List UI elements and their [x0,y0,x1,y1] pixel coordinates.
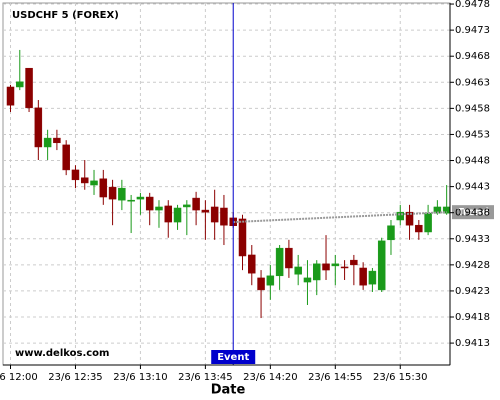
candle-body [275,247,284,277]
candles [6,49,451,319]
y-tick-label: 0.9428 [455,260,490,271]
y-tick-label: 0.9458 [455,103,490,114]
candle-body [285,247,293,269]
candle-body [16,81,24,88]
candle-body [34,107,43,148]
candle-body [90,180,98,186]
watermark: www.delkos.com [15,348,109,359]
trend-label-box [452,205,494,220]
candle-body [368,270,377,285]
candle-body [192,197,200,211]
candle-body [266,275,275,286]
candle-body [62,144,70,171]
y-tick-label: 0.9438 [455,208,490,219]
candle-body [220,207,228,226]
candle-body [322,263,330,271]
candle-body [238,218,247,257]
candle-body [108,186,117,200]
candle-body [43,137,52,148]
candle-body [80,177,89,184]
y-tick-label: 0.9463 [455,77,490,88]
candle-body [377,240,386,291]
candle-body [294,266,302,275]
y-tick-label: 0.9448 [455,156,490,167]
candle-body [257,277,265,291]
candle-body [359,267,367,286]
y-tick-label: 0.9423 [455,286,490,297]
candle-body [340,266,349,269]
candle-body [136,196,145,200]
x-tick-label: 23/6 12:35 [48,372,102,383]
candle-body [173,207,182,223]
candle-body [248,254,256,274]
plot-area [2,2,451,366]
y-tick-label: 0.9473 [455,25,490,36]
event-label: Event [217,352,249,363]
overlays: Trend Event [211,3,494,365]
candle-body [201,209,210,213]
candle-body [405,211,414,226]
candle-body [312,263,321,281]
candle-body [415,224,423,233]
candle-body [145,196,154,211]
event-label-box [211,350,256,364]
candle-body [99,178,108,198]
candle-body [396,211,405,221]
y-tick-label: 0.9418 [455,312,490,323]
candle-body [127,199,135,202]
y-tick-label: 0.9413 [455,338,490,349]
trend-line [233,211,447,224]
x-tick-label: 23/6 12:00 [0,372,38,383]
candle-body [183,204,191,208]
candle-body [71,169,80,181]
y-tick-label: 0.9433 [455,234,490,245]
y-tick-label: 0.9478 [455,0,490,10]
y-tick-label: 0.9443 [455,182,490,193]
x-tick-label: 23/6 14:20 [243,372,297,383]
candle-body [331,263,340,267]
candle-body [303,277,312,283]
chart-title: USDCHF 5 (FOREX) [12,10,119,21]
y-tick-label: 0.9468 [455,51,490,62]
candle-body [25,67,33,109]
x-tick-label: 23/6 13:10 [113,372,167,383]
x-tick-label: 23/6 15:30 [373,372,427,383]
x-axis-label: Date [211,383,246,398]
candle-body [53,137,61,144]
candle-body [350,259,358,266]
candle-body [118,187,126,201]
candle-body [164,205,173,223]
candle-body [387,225,395,241]
trend-label: Trend [457,207,489,218]
x-tick-label: 23/6 13:45 [178,372,232,383]
candle-body [155,206,163,211]
x-tick-label: 23/6 14:55 [308,372,362,383]
candle-body [210,206,219,223]
candle-body [424,212,432,233]
y-tick-label: 0.9453 [455,129,490,140]
candle-body [6,86,15,106]
